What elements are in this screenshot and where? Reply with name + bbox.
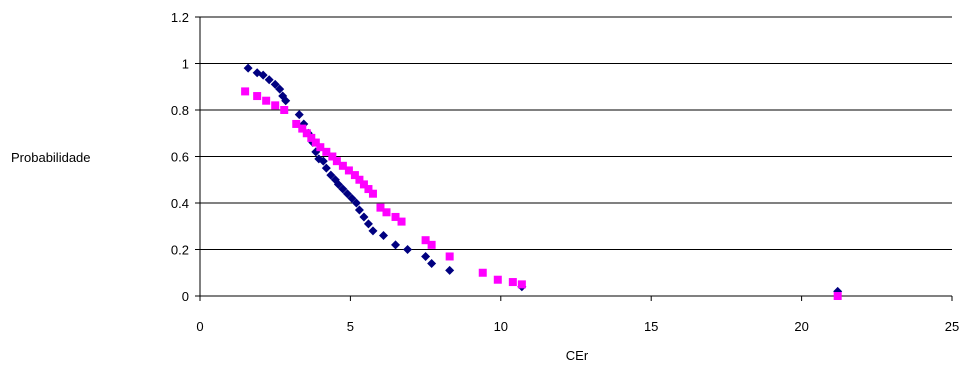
- data-point: [326, 170, 336, 180]
- data-point: [421, 236, 430, 245]
- data-point: [280, 106, 289, 114]
- data-point: [397, 217, 406, 226]
- x-tick-label: 15: [644, 319, 658, 334]
- data-point: [508, 278, 517, 287]
- data-point: [368, 189, 377, 198]
- data-point: [359, 180, 368, 189]
- data-point: [338, 184, 348, 194]
- data-point: [382, 208, 391, 217]
- data-point: [316, 143, 325, 152]
- data-point: [517, 280, 526, 289]
- data-point: [403, 245, 413, 254]
- data-point: [262, 96, 271, 105]
- y-tick-label: 0.2: [171, 243, 189, 258]
- data-point: [833, 292, 842, 300]
- series-1: [243, 63, 843, 296]
- data-point: [344, 166, 353, 175]
- data-point: [493, 275, 502, 284]
- data-point: [328, 152, 337, 161]
- data-point: [294, 110, 304, 120]
- data-point: [445, 252, 454, 261]
- data-point: [363, 219, 373, 229]
- data-point: [359, 212, 369, 222]
- data-point: [391, 240, 401, 250]
- y-axis-ticks: 0 0.2 0.4 0.6 0.8 1 1.2: [171, 10, 200, 304]
- data-point: [292, 119, 301, 128]
- y-tick-label: 0.4: [171, 196, 189, 211]
- x-tick-label: 0: [196, 319, 203, 334]
- data-point: [391, 212, 400, 221]
- data-point: [445, 265, 455, 275]
- data-point: [421, 251, 431, 261]
- data-point: [322, 147, 331, 156]
- series-2: [241, 87, 842, 300]
- y-tick-label: 0.8: [171, 103, 189, 118]
- data-point: [338, 161, 347, 170]
- plot-series: [241, 63, 843, 300]
- data-point: [347, 193, 357, 203]
- data-point: [332, 157, 341, 166]
- x-tick-label: 25: [945, 319, 959, 334]
- data-point: [318, 156, 328, 166]
- y-tick-label: 1.2: [171, 10, 189, 25]
- data-point: [307, 133, 316, 142]
- data-point: [350, 171, 359, 180]
- data-point: [243, 63, 253, 73]
- y-axis-title: Probabilidade: [11, 150, 91, 165]
- data-point: [427, 240, 436, 249]
- x-axis-title: CEr: [566, 348, 589, 363]
- x-tick-label: 5: [347, 319, 354, 334]
- data-point: [271, 101, 280, 110]
- y-tick-label: 0.6: [171, 150, 189, 165]
- x-axis-ticks: 0 5 10 15 20 25: [196, 296, 959, 334]
- data-point: [258, 70, 268, 80]
- x-tick-label: 10: [494, 319, 508, 334]
- data-point: [378, 231, 388, 241]
- data-point: [298, 124, 307, 133]
- data-point: [364, 185, 373, 194]
- data-point: [427, 258, 437, 268]
- y-tick-label: 1: [182, 57, 189, 72]
- data-point: [355, 175, 364, 184]
- data-point: [275, 84, 285, 94]
- data-point: [241, 87, 250, 96]
- y-tick-label: 0: [182, 289, 189, 304]
- data-point: [478, 268, 487, 277]
- data-point: [333, 179, 343, 189]
- data-point: [342, 189, 352, 199]
- data-point: [264, 75, 274, 85]
- data-point: [351, 198, 361, 208]
- data-point: [281, 96, 291, 106]
- data-point: [368, 226, 378, 236]
- data-point: [270, 79, 280, 89]
- gridlines: [200, 16, 952, 250]
- x-tick-label: 20: [794, 319, 808, 334]
- data-point: [354, 205, 364, 215]
- data-point: [253, 92, 262, 101]
- data-point: [321, 163, 331, 173]
- data-point: [376, 203, 385, 212]
- data-point: [311, 138, 320, 147]
- data-point: [302, 129, 311, 138]
